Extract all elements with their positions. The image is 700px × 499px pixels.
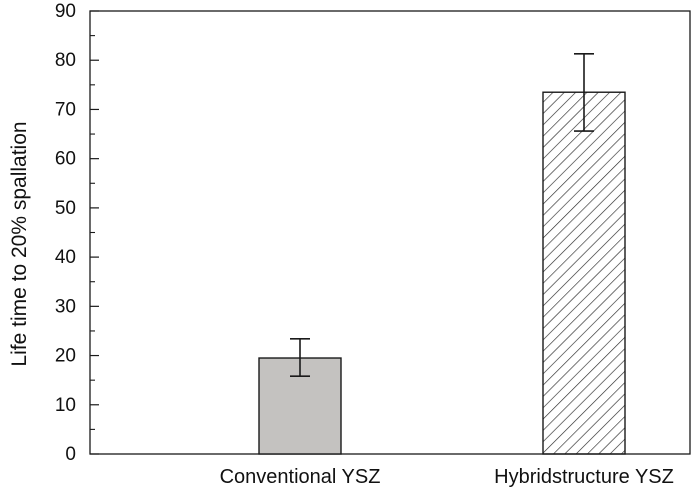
y-tick-label: 70	[55, 99, 76, 120]
y-tick-label: 90	[55, 1, 76, 22]
y-tick-label: 50	[55, 198, 76, 219]
y-tick-label: 30	[55, 296, 76, 317]
y-tick-label: 40	[55, 247, 76, 268]
y-tick-label: 20	[55, 346, 76, 367]
y-axis-title: Life time to 20% spallation	[8, 121, 31, 366]
y-tick-label: 0	[65, 444, 76, 465]
y-tick-label: 10	[55, 395, 76, 416]
x-category-label: Hybridstructure YSZ	[494, 466, 674, 488]
x-category-label: Conventional YSZ	[220, 466, 381, 488]
plot-area: 0 10 20 30 40 50 60 70 80 90 Conventional YSZ Hybri…	[55, 1, 691, 488]
y-tick-label: 60	[55, 149, 76, 170]
y-tick-label: 80	[55, 50, 76, 71]
bar	[542, 91, 626, 455]
